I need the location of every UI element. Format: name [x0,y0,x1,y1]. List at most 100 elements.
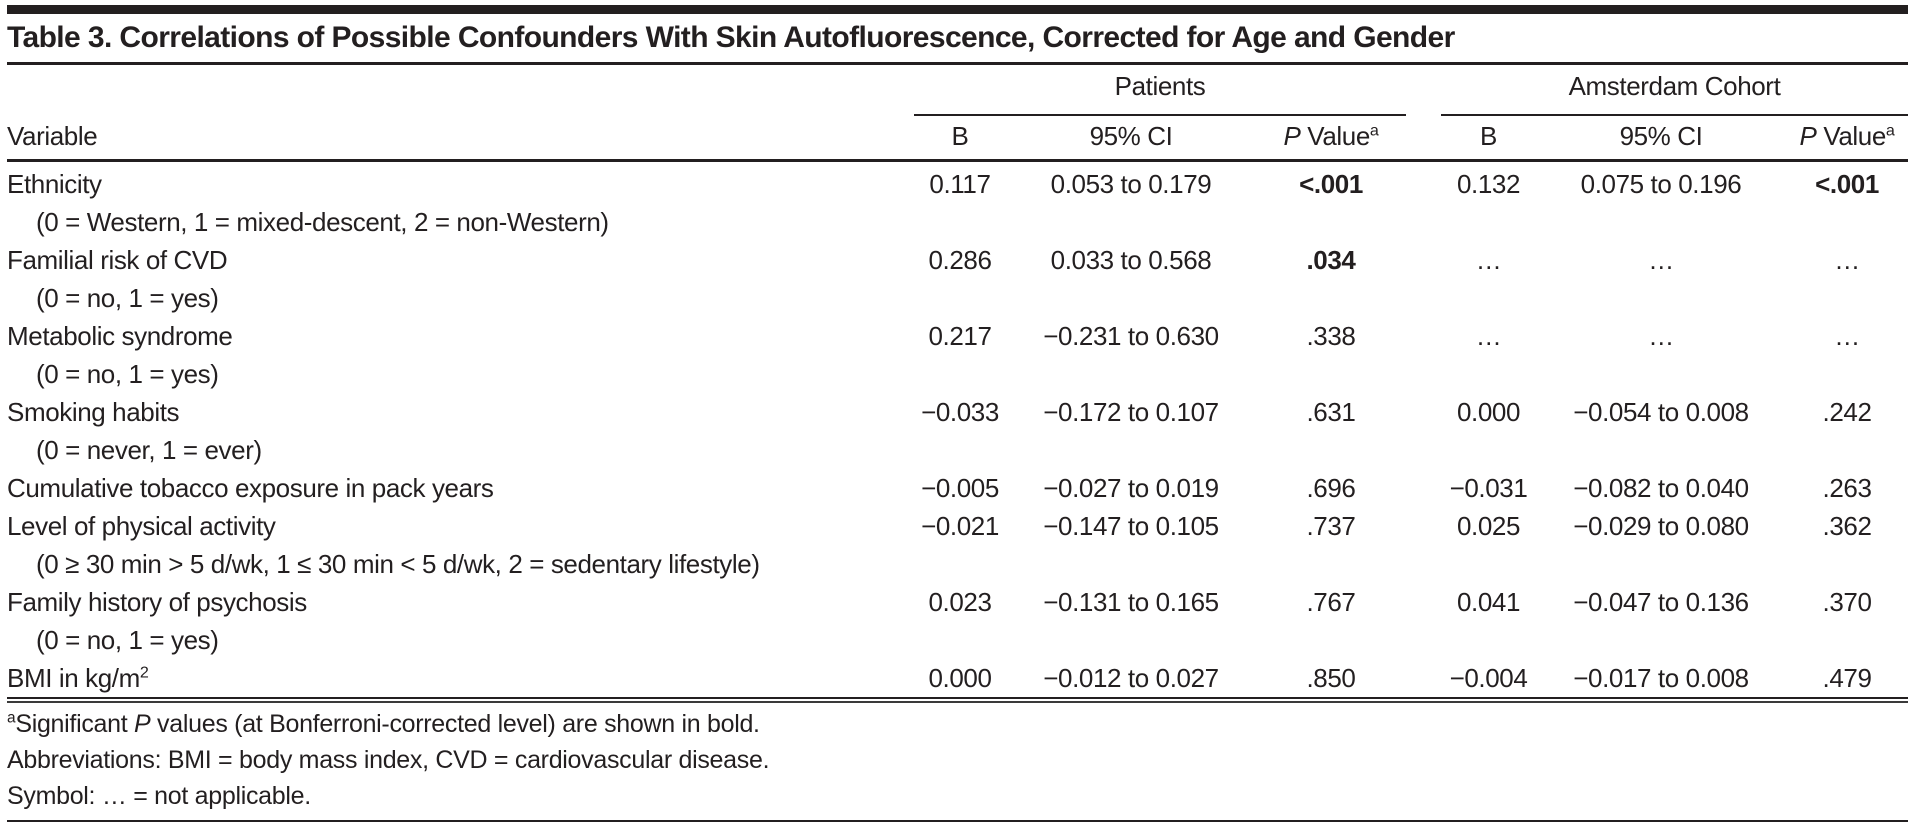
cell-ci-patients: −0.172 to 0.107 [1043,396,1219,427]
table-row-ethnicity: Ethnicity (0 = Western, 1 = mixed-descen… [7,160,1908,241]
table-top-bar [7,5,1908,14]
group-header-patients: Patients [914,65,1406,116]
footnote-abbreviations: Abbreviations: BMI = body mass index, CV… [7,745,770,774]
group-header-row: Patients Amsterdam Cohort [7,65,1909,116]
cell-ci-amsterdam: −0.054 to 0.008 [1573,396,1749,427]
cell-pvalue-patients: .338 [1306,320,1356,351]
cell-pvalue-amsterdam: … [1834,244,1860,275]
cell-pvalue-amsterdam: <.001 [1815,168,1879,199]
cell-ci-patients: −0.131 to 0.165 [1043,586,1219,617]
squared-superscript: 2 [139,662,149,681]
column-header-b-amsterdam: B [1441,115,1536,162]
cell-b-amsterdam: −0.004 [1449,662,1528,693]
variable-label: Cumulative tobacco exposure in pack year… [7,472,494,503]
column-header-gap [1406,115,1441,162]
variable-label: Familial risk of CVD [7,244,228,275]
cell-b-patients: 0.217 [928,320,992,351]
gap-cell [1406,659,1441,697]
variable-cell: Metabolic syndrome (0 = no, 1 = yes) [7,317,914,393]
table-row-physical-activity: Level of physical activity (0 ≥ 30 min >… [7,507,1908,583]
gap-cell [1406,241,1441,317]
cell-ci-amsterdam: −0.082 to 0.040 [1573,472,1749,503]
footnote-marker-a: a [1885,120,1895,139]
cell-ci-patients: 0.053 to 0.179 [1050,168,1212,199]
cell-pvalue-patients: .737 [1306,510,1356,541]
cell-ci-amsterdam: … [1648,244,1674,275]
column-header-ci-patients: 95% CI [1006,115,1256,162]
group-header-patients-label: Patients [1114,71,1206,101]
table-bottom-rule [7,696,1908,703]
correlations-table: Patients Amsterdam Cohort Variable B 95%… [7,65,1909,697]
cell-b-amsterdam: 0.000 [1456,396,1521,427]
variable-cell: BMI in kg/m2 [7,659,914,697]
cell-b-patients: 0.023 [928,586,992,617]
variable-label: Family history of psychosis [7,586,307,617]
gap-cell [1406,583,1441,659]
group-header-spacer [7,65,914,115]
cell-b-amsterdam: −0.031 [1449,472,1528,503]
column-header-row: Variable B 95% CI P Valuea B 95% CI P Va… [7,115,1909,162]
footnote-text: values (at Bonferroni-corrected level) a… [150,709,760,738]
cell-pvalue-amsterdam: .263 [1822,472,1872,503]
table-footnotes: aSignificant P values (at Bonferroni-cor… [7,703,1908,820]
gap-cell [1406,507,1441,583]
variable-coding: (0 = no, 1 = yes) [36,358,219,389]
cell-pvalue-patients: .767 [1306,586,1356,617]
cell-ci-patients: −0.147 to 0.105 [1043,510,1219,541]
column-header-pvalue-patients: P Valuea [1256,115,1406,162]
cell-b-patients: 0.000 [928,662,992,693]
variable-coding: (0 = Western, 1 = mixed-descent, 2 = non… [36,206,609,237]
group-header-amsterdam-label: Amsterdam Cohort [1568,71,1781,101]
cell-ci-amsterdam: 0.075 to 0.196 [1580,168,1742,199]
table-row-tobacco-exposure: Cumulative tobacco exposure in pack year… [7,469,1908,507]
cell-pvalue-amsterdam: .370 [1822,586,1872,617]
p-italic: P [134,709,151,738]
group-gap [1406,65,1441,115]
cell-ci-patients: 0.033 to 0.568 [1050,244,1212,275]
cell-pvalue-amsterdam: .242 [1822,396,1872,427]
column-header-variable: Variable [7,115,914,162]
cell-b-patients: −0.033 [921,396,999,427]
variable-cell: Family history of psychosis (0 = no, 1 =… [7,583,914,659]
cell-pvalue-patients: .034 [1306,244,1356,275]
table-row-smoking-habits: Smoking habits (0 = never, 1 = ever) −0.… [7,393,1908,469]
table-title-text: Table 3. Correlations of Possible Confou… [7,21,1455,54]
cell-pvalue-amsterdam: .362 [1822,510,1872,541]
cell-pvalue-patients: .631 [1306,396,1356,427]
cell-b-amsterdam: 0.132 [1456,168,1521,199]
variable-cell: Smoking habits (0 = never, 1 = ever) [7,393,914,469]
footnote-significance: aSignificant P values (at Bonferroni-cor… [7,706,1908,742]
cell-b-amsterdam: 0.025 [1456,510,1521,541]
gap-cell [1406,317,1441,393]
gap-cell [1406,160,1441,241]
cell-ci-amsterdam: −0.017 to 0.008 [1573,662,1749,693]
variable-label: Metabolic syndrome [7,320,233,351]
variable-cell: Level of physical activity (0 ≥ 30 min >… [7,507,914,583]
title-rule [7,62,1908,65]
cell-pvalue-patients: .696 [1306,472,1356,503]
table-row-familial-risk-cvd: Familial risk of CVD (0 = no, 1 = yes) 0… [7,241,1908,317]
variable-cell: Cumulative tobacco exposure in pack year… [7,469,914,507]
cell-b-amsterdam: … [1475,320,1502,351]
footnote-marker-a: a [7,709,16,727]
cell-ci-patients: −0.231 to 0.630 [1043,320,1219,351]
cell-ci-patients: −0.027 to 0.019 [1043,472,1219,503]
table-row-bmi: BMI in kg/m2 0.000 −0.012 to 0.027 .850 … [7,659,1908,697]
cell-pvalue-patients: .850 [1306,662,1356,693]
cell-b-patients: −0.005 [921,472,999,503]
variable-coding: (0 = no, 1 = yes) [36,624,219,655]
pvalue-label: Value [1300,120,1370,151]
footnote-text: Significant [15,709,135,738]
table-row-family-history-psychosis: Family history of psychosis (0 = no, 1 =… [7,583,1908,659]
variable-label: Level of physical activity [7,510,276,541]
variable-label: Smoking habits [7,396,180,427]
cell-ci-amsterdam: … [1648,320,1674,351]
footnote-symbol: Symbol: … = not applicable. [7,781,311,810]
variable-label: Ethnicity [7,168,102,199]
cell-pvalue-amsterdam: … [1834,320,1860,351]
cell-ci-patients: −0.012 to 0.027 [1043,662,1219,693]
cell-b-patients: 0.286 [928,244,992,275]
gap-cell [1406,393,1441,469]
gap-cell [1406,469,1441,507]
